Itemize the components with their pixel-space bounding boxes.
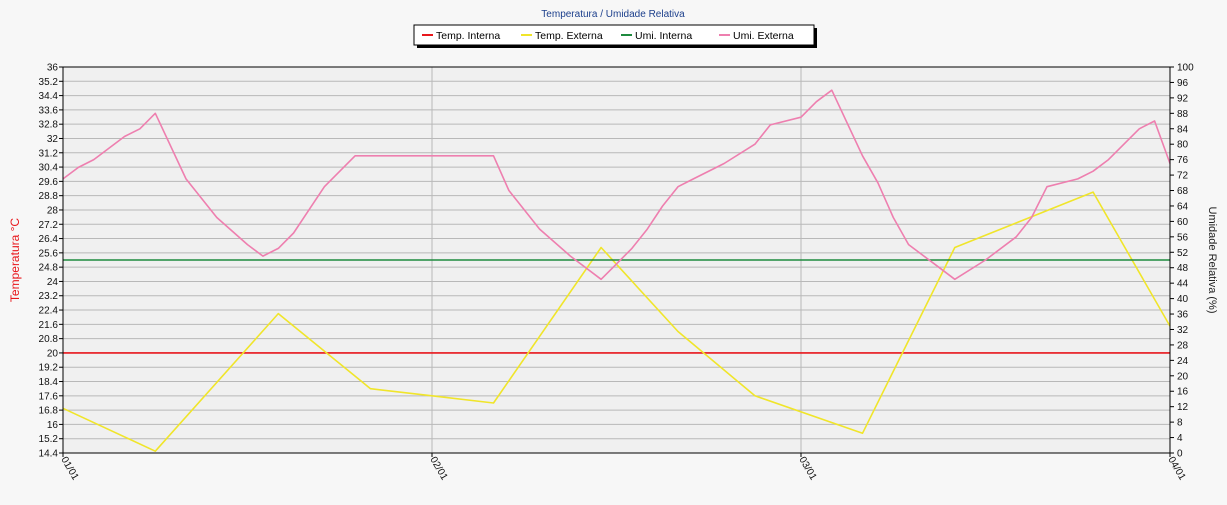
y-right-tick-label: 92 bbox=[1177, 93, 1189, 104]
y-right-tick-label: 28 bbox=[1177, 340, 1189, 351]
y-right-axis-label: Umidade Relativa (%) bbox=[1206, 207, 1218, 314]
legend-box bbox=[413, 24, 815, 46]
y-left-tick-label: 24 bbox=[47, 277, 59, 288]
y-left-tick-label: 20.8 bbox=[39, 334, 59, 345]
series-line-temp-externa bbox=[62, 191, 1171, 453]
y-left-tick-label: 34.4 bbox=[39, 91, 59, 102]
y-right-tick-label: 52 bbox=[1177, 248, 1189, 259]
y-left-tick-label: 19.2 bbox=[39, 363, 59, 374]
y-left-tick-label: 15.2 bbox=[39, 434, 59, 445]
y-left-tick-label: 32.8 bbox=[39, 120, 59, 131]
y-right-tick-label: 84 bbox=[1177, 124, 1189, 135]
y-right-tick-label: 64 bbox=[1177, 201, 1189, 212]
y-left-tick-label: 33.6 bbox=[39, 105, 59, 116]
y-right-tick-label: 4 bbox=[1177, 433, 1183, 444]
y-right-tick-label: 60 bbox=[1177, 217, 1189, 228]
y-right-tick-label: 76 bbox=[1177, 155, 1189, 166]
y-right-tick-label: 24 bbox=[1177, 356, 1189, 367]
y-right-tick-label: 88 bbox=[1177, 109, 1189, 120]
legend-item: Umi. Externa bbox=[719, 30, 794, 42]
y-left-tick-label: 16.8 bbox=[39, 406, 59, 417]
chart-title: Temperatura / Umidade Relativa bbox=[541, 9, 685, 20]
legend-label: Temp. Externa bbox=[535, 30, 603, 42]
legend-item: Umi. Interna bbox=[621, 30, 692, 42]
legend: Temp. Interna Temp. Externa Umi. Interna Um… bbox=[413, 24, 817, 48]
y-right-tick-label: 16 bbox=[1177, 387, 1189, 398]
y-left-tick-label: 21.6 bbox=[39, 320, 59, 331]
y-right-tick-label: 48 bbox=[1177, 263, 1189, 274]
plot-border bbox=[62, 66, 1171, 454]
y-left-tick-label: 18.4 bbox=[39, 377, 59, 388]
legend-label: Umi. Interna bbox=[635, 30, 692, 42]
y-left-tick-label: 17.6 bbox=[39, 391, 59, 402]
y-right-tick-label: 56 bbox=[1177, 232, 1189, 243]
y-left-tick-label: 35.2 bbox=[39, 77, 59, 88]
gridlines bbox=[63, 66, 1170, 454]
y-left-tick-label: 30.4 bbox=[39, 163, 59, 174]
y-left-tick-label: 23.2 bbox=[39, 291, 59, 302]
y-right-tick-label: 32 bbox=[1177, 325, 1189, 336]
y-right-tick-label: 80 bbox=[1177, 140, 1189, 151]
series-line-umi-externa bbox=[62, 89, 1171, 281]
y-left-tick-label: 24.8 bbox=[39, 263, 59, 274]
y-right-tick-label: 8 bbox=[1177, 418, 1183, 429]
y-left-tick-label: 16 bbox=[47, 420, 59, 431]
y-right-tick-label: 68 bbox=[1177, 186, 1189, 197]
y-left-tick-label: 26.4 bbox=[39, 234, 59, 245]
y-left-tick-label: 31.2 bbox=[39, 148, 59, 159]
series-lines bbox=[62, 89, 1171, 453]
y-right-tick-label: 100 bbox=[1177, 63, 1194, 74]
y-left-tick-label: 29.6 bbox=[39, 177, 59, 188]
y-left-tick-label: 22.4 bbox=[39, 306, 59, 317]
y-left-tick-label: 25.6 bbox=[39, 248, 59, 259]
y-right-tick-label: 72 bbox=[1177, 171, 1189, 182]
y-left-tick-label: 32 bbox=[47, 134, 59, 145]
y-right-tick-label: 20 bbox=[1177, 371, 1189, 382]
legend-items: Temp. Interna Temp. Externa Umi. Interna Um… bbox=[422, 30, 794, 42]
y-right-tick-label: 12 bbox=[1177, 402, 1189, 413]
y-right-tick-label: 44 bbox=[1177, 279, 1189, 290]
y-left-tick-label: 28 bbox=[47, 205, 59, 216]
y-left-tick-label: 36 bbox=[47, 63, 59, 74]
y-left-tick-label: 28.8 bbox=[39, 191, 59, 202]
y-left-tick-label: 20 bbox=[47, 348, 59, 359]
y-right-tick-label: 36 bbox=[1177, 310, 1189, 321]
legend-item: Temp. Interna bbox=[422, 30, 500, 42]
legend-label: Temp. Interna bbox=[436, 30, 500, 42]
y-left-tick-label: 27.2 bbox=[39, 220, 59, 231]
y-right-tick-label: 96 bbox=[1177, 78, 1189, 89]
y-right-tick-label: 40 bbox=[1177, 294, 1189, 305]
y-right-tick-label: 0 bbox=[1177, 449, 1183, 460]
legend-label: Umi. Externa bbox=[733, 30, 794, 42]
y-left-axis-label: Temperatura °C bbox=[8, 218, 22, 302]
legend-item: Temp. Externa bbox=[521, 30, 603, 42]
y-left-tick-label: 14.4 bbox=[39, 449, 59, 460]
